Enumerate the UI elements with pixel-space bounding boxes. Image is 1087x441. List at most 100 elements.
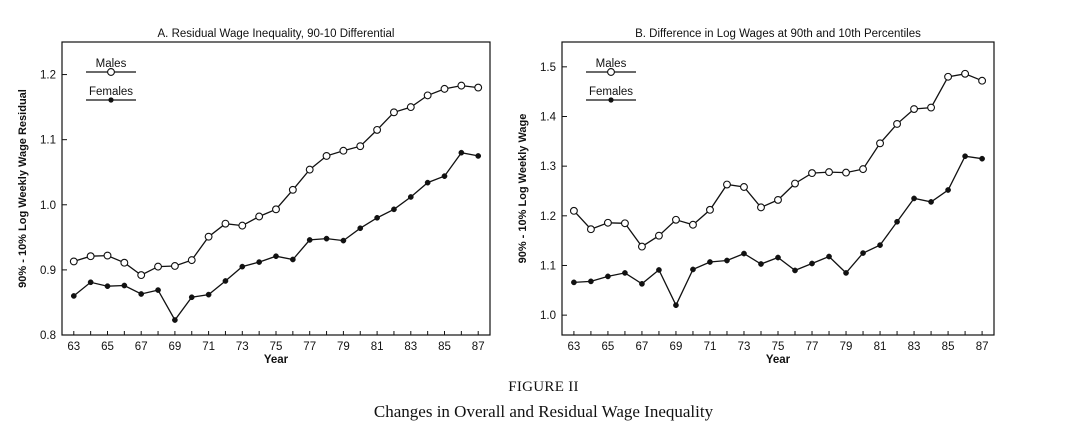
data-point-females-b [860, 250, 866, 256]
data-point-females-a [357, 225, 364, 232]
data-point-females-a [188, 294, 195, 301]
data-point-females-a [256, 259, 262, 265]
data-point-males-b [944, 72, 953, 81]
data-point-females-a [273, 253, 279, 260]
data-point-males-a [120, 258, 129, 267]
data-point-females-a [340, 237, 347, 244]
data-point-females-a [458, 149, 465, 156]
x-tick-label-b: 73 [738, 341, 751, 353]
data-point-males-b [774, 195, 782, 204]
y-tick-label-a: 1.2 [40, 70, 56, 82]
data-point-females-a [441, 173, 448, 179]
data-point-males-b [876, 139, 884, 148]
data-point-males-a [221, 219, 230, 228]
data-point-males-b [961, 69, 970, 78]
y-tick-label-b: 1.0 [540, 310, 556, 322]
x-tick-label-a: 87 [472, 341, 485, 353]
data-point-females-a [87, 279, 94, 286]
y-tick-label-a: 0.8 [40, 330, 56, 342]
x-tick-label-a: 67 [135, 341, 148, 353]
data-point-females-b [707, 259, 713, 265]
data-point-males-b [740, 183, 748, 191]
legend-label-males-a: Males [96, 58, 127, 70]
data-point-females-b [911, 195, 917, 202]
x-tick-label-a: 75 [270, 341, 283, 353]
legend-marker-males-a [107, 68, 115, 76]
data-point-males-a [69, 257, 78, 266]
x-tick-label-a: 81 [371, 341, 384, 353]
data-point-males-b [808, 169, 816, 178]
data-point-males-a [154, 262, 162, 271]
x-tick-label-b: 77 [806, 341, 819, 353]
x-tick-label-a: 71 [202, 341, 215, 353]
data-point-males-b [825, 168, 833, 177]
data-point-females-a [121, 282, 128, 289]
chart-b-svg: B. Difference in Log Wages at 90th and 1… [517, 28, 995, 366]
chart-a-svg: A. Residual Wage Inequality, 90-10 Diffe… [17, 28, 491, 366]
data-point-females-b [639, 280, 645, 287]
x-tick-label-b: 87 [976, 341, 989, 353]
x-tick-label-b: 69 [670, 341, 683, 353]
data-point-males-b [654, 231, 663, 240]
data-point-males-b [893, 119, 902, 128]
data-point-females-a [222, 278, 229, 284]
y-tick-label-b: 1.5 [540, 62, 556, 74]
data-point-males-b [672, 215, 680, 224]
data-point-males-a [406, 103, 415, 112]
y-tick-label-b: 1.1 [540, 260, 556, 272]
data-point-females-a [424, 179, 431, 186]
data-point-males-a [204, 232, 213, 241]
data-point-males-a [238, 221, 247, 230]
data-point-males-b [620, 219, 629, 228]
data-point-males-b [637, 242, 646, 251]
x-tick-label-b: 81 [874, 341, 887, 353]
data-point-males-a [86, 252, 95, 261]
x-tick-label-a: 63 [67, 341, 80, 353]
data-point-males-a [137, 271, 146, 280]
x-tick-label-a: 65 [101, 341, 114, 353]
data-point-females-b [724, 257, 730, 264]
data-point-females-b [588, 278, 594, 285]
y-axis-label-b: 90% - 10% Log Weekly Wage [517, 114, 529, 264]
data-point-females-b [945, 187, 951, 193]
data-point-females-a [205, 291, 212, 298]
data-point-females-a [391, 206, 397, 213]
data-point-males-a [390, 108, 398, 117]
data-point-males-b [723, 180, 731, 189]
x-tick-label-b: 75 [772, 341, 785, 353]
x-tick-label-b: 67 [636, 341, 649, 353]
data-point-females-a [138, 291, 145, 297]
x-tick-label-b: 79 [840, 341, 853, 353]
data-point-females-a [475, 153, 482, 159]
data-point-females-b [571, 279, 577, 286]
data-point-females-b [928, 199, 934, 205]
data-point-males-a [474, 83, 483, 92]
x-axis-label-a: Year [264, 354, 289, 366]
data-point-males-b [706, 205, 714, 214]
data-point-females-a [104, 283, 111, 290]
y-tick-label-b: 1.4 [540, 111, 557, 123]
figure-title: Changes in Overall and Residual Wage Ine… [373, 402, 714, 421]
series-line-females-b [573, 155, 983, 307]
x-tick-label-a: 85 [438, 341, 451, 353]
chart-panel-a: A. Residual Wage Inequality, 90-10 Diffe… [0, 0, 545, 380]
data-point-females-b [792, 267, 798, 274]
x-tick-label-b: 83 [908, 341, 921, 353]
data-point-males-a [255, 212, 264, 221]
data-point-males-b [689, 220, 697, 229]
legend-label-females-a: Females [89, 86, 133, 98]
data-point-males-b [757, 203, 765, 212]
data-point-females-a [155, 287, 161, 293]
data-point-males-a [322, 151, 331, 160]
data-point-males-a [272, 205, 280, 214]
data-point-females-b [877, 242, 883, 248]
x-tick-label-a: 79 [337, 341, 350, 353]
data-point-females-a [374, 214, 380, 221]
legend-marker-females-b [608, 97, 614, 103]
data-point-females-a [239, 263, 246, 270]
data-point-females-a [407, 194, 414, 200]
x-axis-label-b: Year [766, 354, 791, 366]
data-point-males-b [603, 218, 612, 227]
x-tick-label-a: 77 [303, 341, 316, 353]
data-point-females-b [962, 153, 968, 160]
